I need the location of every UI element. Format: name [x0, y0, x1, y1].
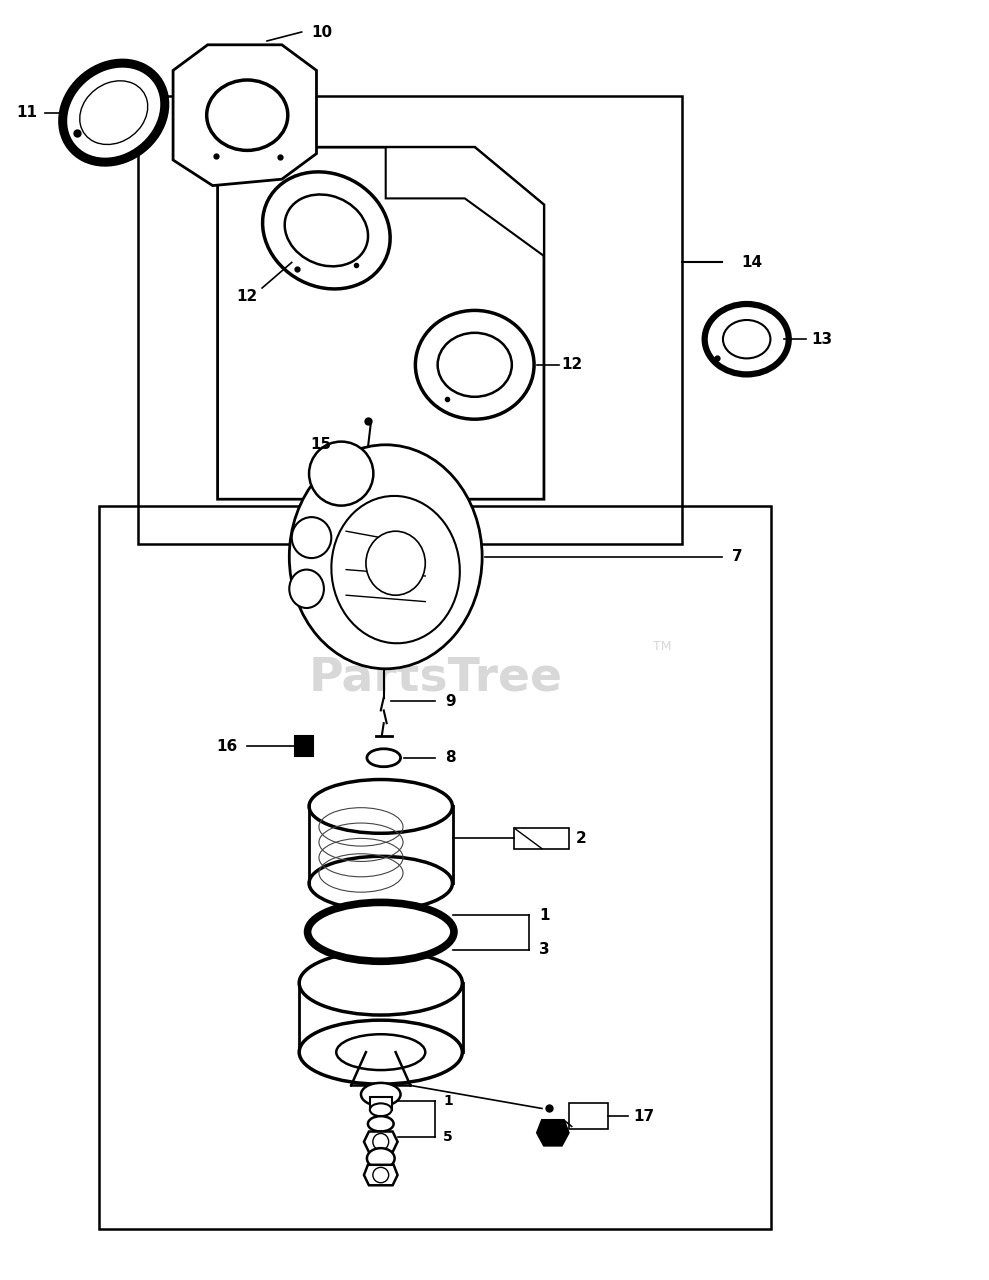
Text: 16: 16	[217, 739, 237, 754]
Text: 1: 1	[539, 908, 550, 923]
Text: 2: 2	[576, 831, 586, 846]
Text: TM: TM	[654, 640, 672, 653]
Ellipse shape	[723, 320, 770, 358]
Ellipse shape	[300, 1020, 462, 1084]
Polygon shape	[386, 147, 544, 256]
Ellipse shape	[300, 951, 462, 1015]
Ellipse shape	[309, 780, 453, 833]
Polygon shape	[218, 147, 544, 499]
Text: 7: 7	[732, 549, 743, 564]
Ellipse shape	[336, 1034, 425, 1070]
Text: 12: 12	[236, 289, 257, 305]
Text: 17: 17	[633, 1108, 654, 1124]
Bar	[138, 96, 682, 544]
Text: 12: 12	[562, 357, 583, 372]
Bar	[569, 1103, 608, 1129]
Ellipse shape	[62, 63, 165, 163]
Ellipse shape	[361, 1083, 401, 1106]
Text: 9: 9	[445, 694, 456, 709]
Text: 1: 1	[443, 1094, 453, 1107]
Ellipse shape	[263, 172, 390, 289]
Text: 14: 14	[742, 255, 763, 270]
Ellipse shape	[331, 495, 460, 644]
Ellipse shape	[368, 1116, 394, 1132]
Ellipse shape	[80, 81, 147, 145]
Ellipse shape	[290, 445, 483, 669]
Ellipse shape	[310, 442, 374, 506]
Ellipse shape	[285, 195, 368, 266]
Ellipse shape	[309, 856, 453, 910]
Bar	[370, 1097, 392, 1110]
Text: 11: 11	[17, 105, 38, 120]
Text: 10: 10	[312, 24, 332, 40]
Text: 13: 13	[811, 332, 832, 347]
Polygon shape	[537, 1120, 569, 1146]
Ellipse shape	[308, 902, 454, 961]
Ellipse shape	[207, 81, 288, 151]
Text: 3: 3	[539, 942, 550, 957]
Ellipse shape	[367, 749, 401, 767]
Bar	[514, 828, 569, 849]
Text: 8: 8	[445, 750, 456, 765]
Polygon shape	[173, 45, 316, 186]
Text: 15: 15	[311, 436, 331, 452]
Ellipse shape	[437, 333, 512, 397]
Bar	[99, 506, 771, 1229]
Polygon shape	[364, 1132, 398, 1152]
Ellipse shape	[704, 305, 789, 375]
Ellipse shape	[415, 311, 534, 420]
Polygon shape	[364, 1165, 398, 1185]
Bar	[295, 736, 313, 756]
Ellipse shape	[367, 1148, 395, 1169]
Ellipse shape	[366, 531, 425, 595]
Ellipse shape	[289, 570, 324, 608]
Text: 5: 5	[443, 1130, 453, 1143]
Text: PartsTree: PartsTree	[309, 655, 562, 701]
Ellipse shape	[370, 1103, 392, 1116]
Ellipse shape	[292, 517, 331, 558]
